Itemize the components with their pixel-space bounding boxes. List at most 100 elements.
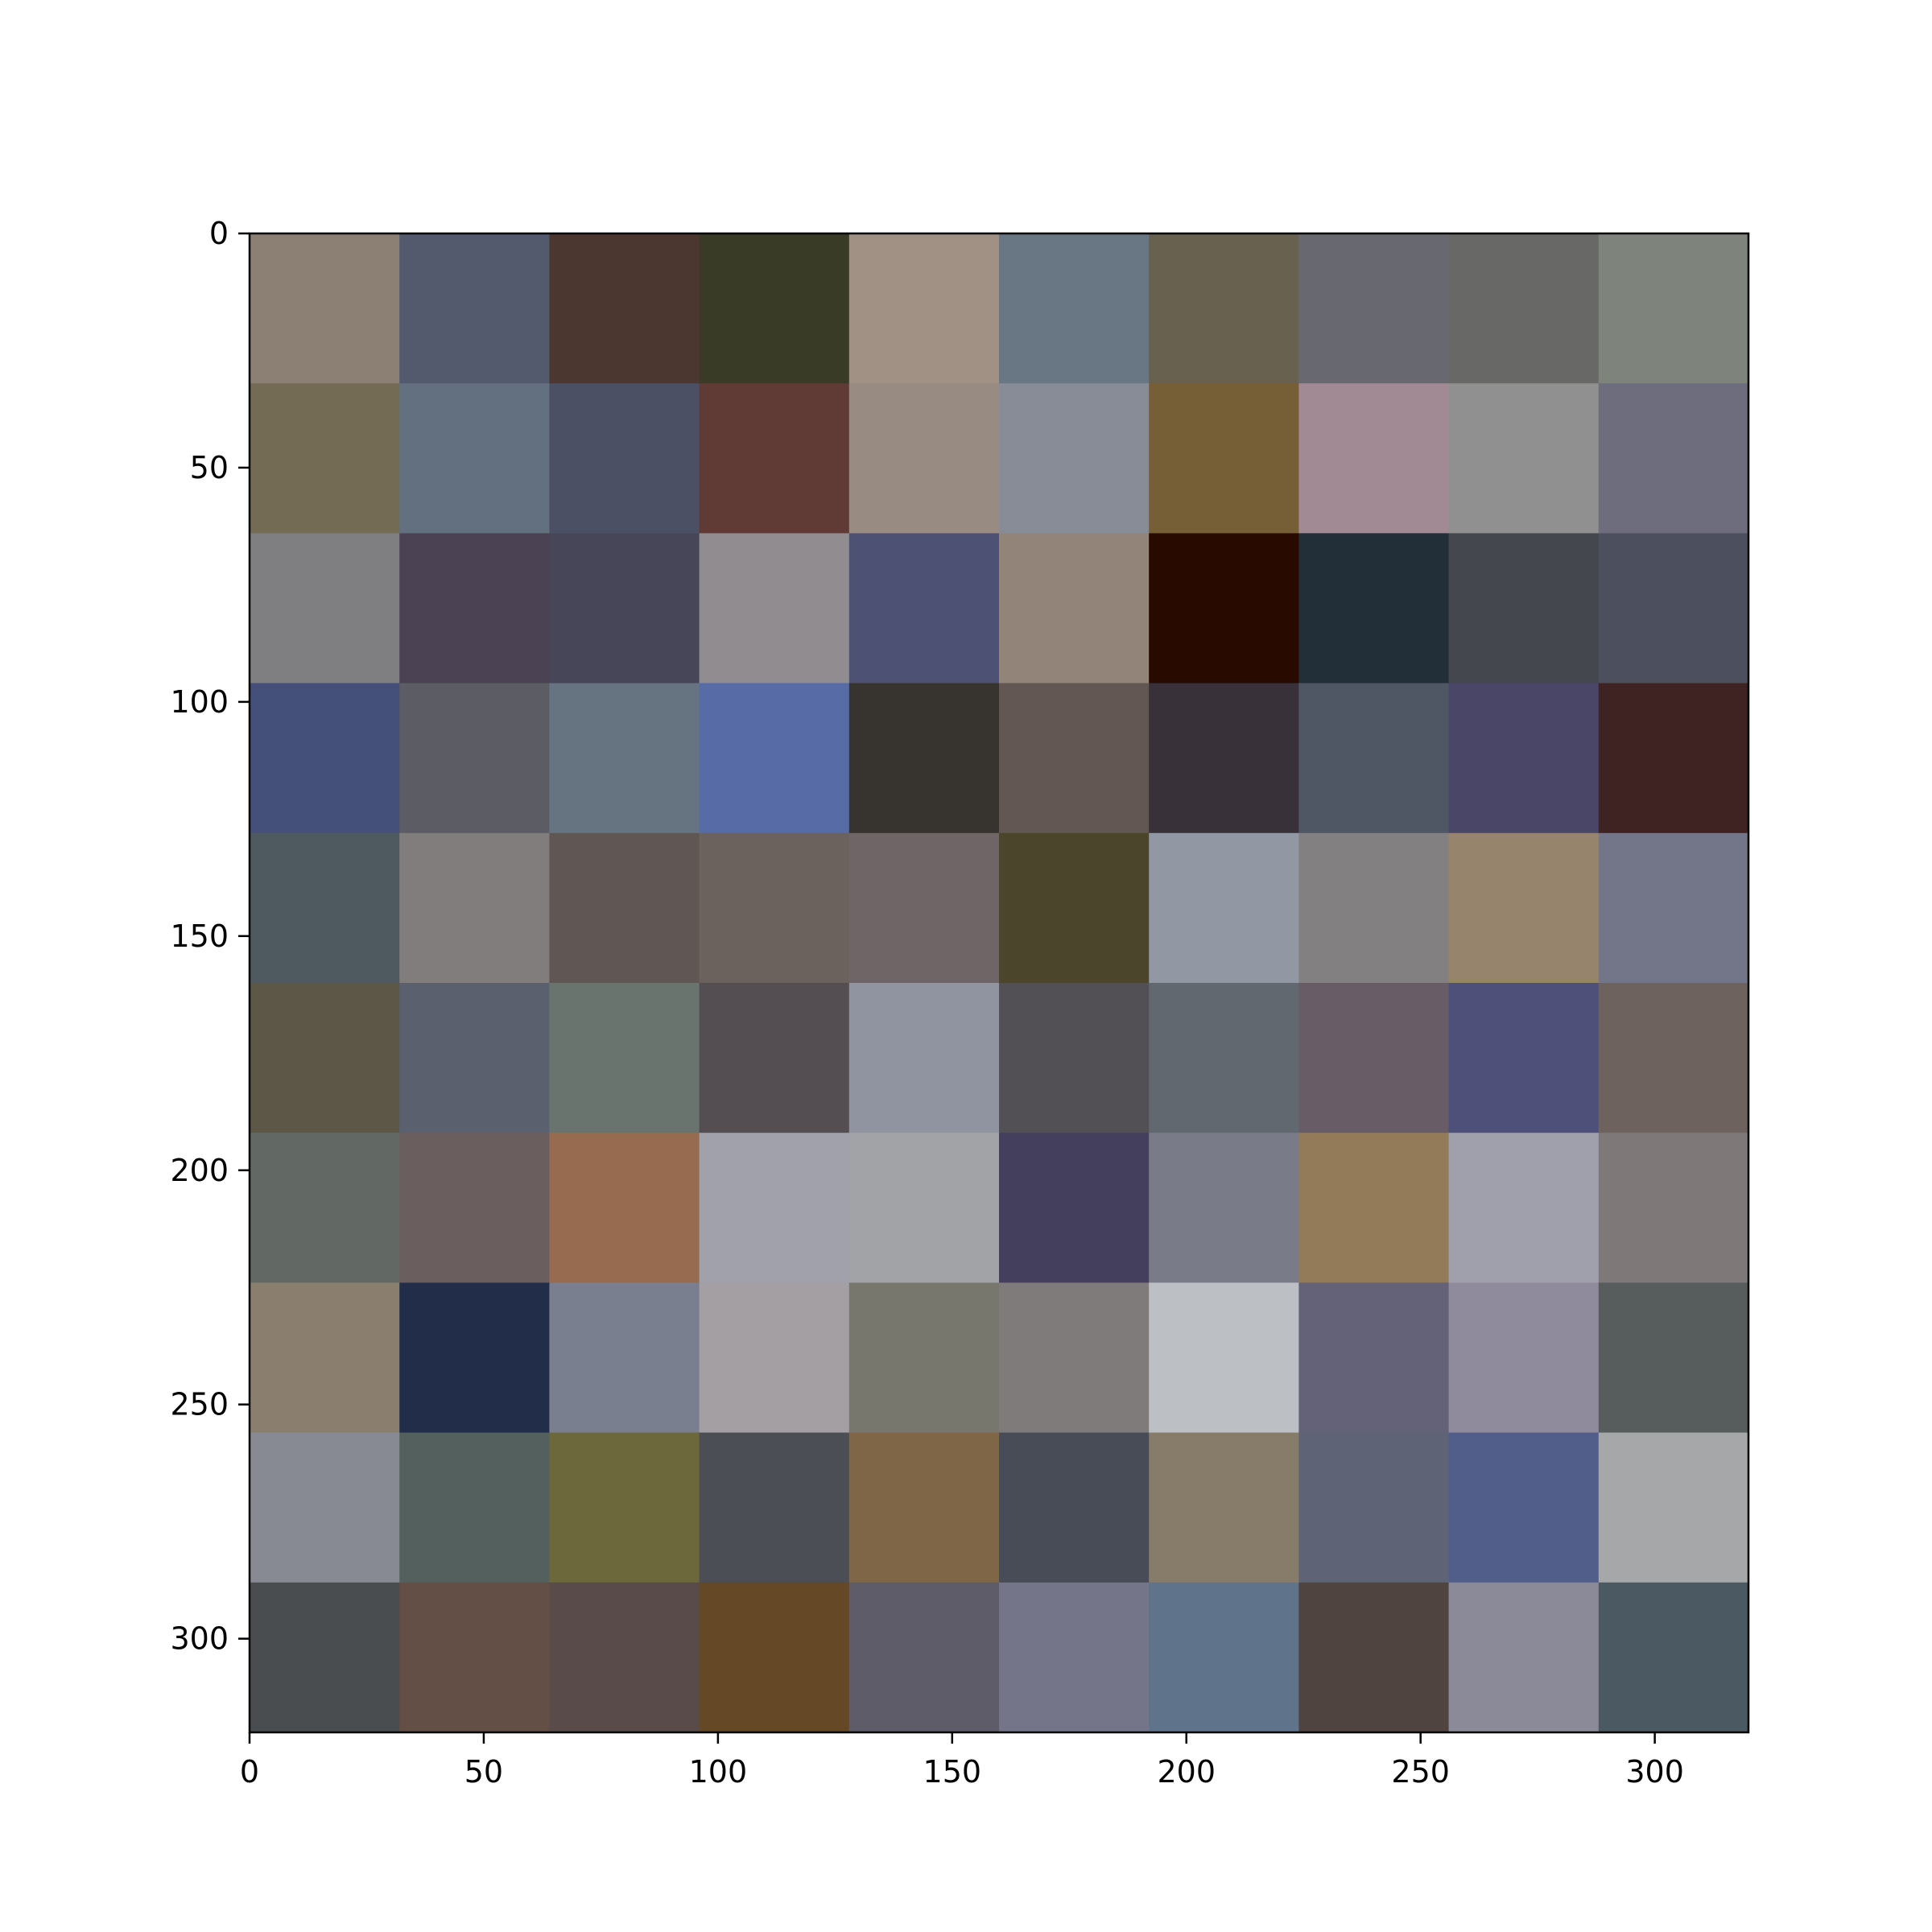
heatmap-cell-r8-c9: [1598, 1432, 1749, 1583]
heatmap-cell-r1-c8: [1448, 383, 1600, 534]
heatmap-cell-r0-c9: [1598, 233, 1749, 384]
heatmap-cell-r4-c9: [1598, 832, 1749, 984]
heatmap-cell-r3-c7: [1298, 683, 1450, 834]
heatmap-cell-r4-c8: [1448, 832, 1600, 984]
heatmap-cell-r2-c5: [999, 533, 1150, 684]
heatmap-cell-r9-c5: [999, 1582, 1150, 1733]
heatmap-cell-r6-c8: [1448, 1133, 1600, 1283]
x-tick-label: 300: [1625, 1754, 1684, 1790]
heatmap-cell-r7-c5: [999, 1282, 1150, 1434]
heatmap-cell-r3-c1: [399, 683, 550, 834]
heatmap-cell-r3-c0: [250, 683, 400, 834]
heatmap-cell-r5-c2: [549, 983, 700, 1133]
heatmap-cell-r4-c0: [250, 832, 400, 984]
heatmap-cell-r3-c9: [1598, 683, 1749, 834]
heatmap-cell-r6-c2: [549, 1133, 700, 1283]
heatmap-cell-r9-c6: [1149, 1582, 1299, 1733]
heatmap-cell-r5-c0: [250, 983, 400, 1133]
heatmap-cell-r8-c0: [250, 1432, 400, 1583]
heatmap-cell-r5-c4: [848, 983, 1000, 1133]
heatmap-cell-r6-c1: [399, 1133, 550, 1283]
heatmap-cell-r8-c7: [1298, 1432, 1450, 1583]
heatmap-cell-r0-c1: [399, 233, 550, 384]
heatmap-cells: [250, 233, 1749, 1733]
heatmap-cell-r8-c8: [1448, 1432, 1600, 1583]
heatmap-cell-r2-c6: [1149, 533, 1299, 684]
heatmap-cell-r4-c6: [1149, 832, 1299, 984]
heatmap-cell-r3-c8: [1448, 683, 1600, 834]
heatmap-cell-r7-c2: [549, 1282, 700, 1434]
heatmap-cell-r7-c1: [399, 1282, 550, 1434]
y-tick-label: 200: [170, 1153, 229, 1188]
heatmap-cell-r0-c6: [1149, 233, 1299, 384]
heatmap-cell-r0-c3: [699, 233, 850, 384]
heatmap-cell-r9-c0: [250, 1582, 400, 1733]
heatmap-cell-r1-c9: [1598, 383, 1749, 534]
heatmap-cell-r1-c1: [399, 383, 550, 534]
heatmap-cell-r6-c9: [1598, 1133, 1749, 1283]
heatmap-cell-r4-c5: [999, 832, 1150, 984]
heatmap-cell-r1-c5: [999, 383, 1150, 534]
heatmap-cell-r9-c1: [399, 1582, 550, 1733]
heatmap-cell-r0-c2: [549, 233, 700, 384]
y-tick-label: 300: [170, 1621, 229, 1657]
heatmap-cell-r3-c5: [999, 683, 1150, 834]
heatmap-cell-r6-c4: [848, 1133, 1000, 1283]
heatmap-cell-r1-c0: [250, 383, 400, 534]
heatmap-cell-r2-c0: [250, 533, 400, 684]
heatmap-cell-r3-c3: [699, 683, 850, 834]
heatmap-cell-r4-c7: [1298, 832, 1450, 984]
y-axis: 0 50 100 150 200 250 300: [170, 216, 250, 1657]
heatmap-cell-r2-c4: [848, 533, 1000, 684]
y-tick-label: 50: [190, 450, 229, 485]
heatmap-cell-r1-c2: [549, 383, 700, 534]
x-axis: 0 50 100 150 200 250 300: [240, 1732, 1684, 1790]
x-tick-label: 0: [240, 1754, 259, 1790]
heatmap-cell-r7-c3: [699, 1282, 850, 1434]
heatmap-cell-r1-c4: [848, 383, 1000, 534]
heatmap-cell-r1-c7: [1298, 383, 1450, 534]
heatmap-cell-r2-c3: [699, 533, 850, 684]
heatmap-cell-r8-c1: [399, 1432, 550, 1583]
heatmap-cell-r8-c4: [848, 1432, 1000, 1583]
x-tick-label: 150: [923, 1754, 982, 1790]
heatmap-cell-r2-c8: [1448, 533, 1600, 684]
heatmap-cell-r5-c1: [399, 983, 550, 1133]
y-tick-label: 0: [209, 216, 229, 251]
heatmap-cell-r7-c4: [848, 1282, 1000, 1434]
heatmap-cell-r5-c9: [1598, 983, 1749, 1133]
heatmap-cell-r8-c5: [999, 1432, 1150, 1583]
heatmap-cell-r4-c4: [848, 832, 1000, 984]
heatmap-cell-r2-c9: [1598, 533, 1749, 684]
heatmap-cell-r8-c6: [1149, 1432, 1299, 1583]
heatmap-cell-r5-c8: [1448, 983, 1600, 1133]
plot-frame: [248, 232, 1750, 1734]
x-tick-label: 50: [464, 1754, 503, 1790]
heatmap-cell-r8-c3: [699, 1432, 850, 1583]
heatmap-cell-r0-c8: [1448, 233, 1600, 384]
heatmap-cell-r4-c2: [549, 832, 700, 984]
heatmap-cell-r5-c7: [1298, 983, 1450, 1133]
heatmap-cell-r4-c3: [699, 832, 850, 984]
heatmap-cell-r7-c6: [1149, 1282, 1299, 1434]
heatmap-cell-r5-c3: [699, 983, 850, 1133]
heatmap-cell-r3-c4: [848, 683, 1000, 834]
heatmap-cell-r6-c0: [250, 1133, 400, 1283]
heatmap-cell-r9-c9: [1598, 1582, 1749, 1733]
heatmap-cell-r9-c4: [848, 1582, 1000, 1733]
heatmap-cell-r0-c0: [250, 233, 400, 384]
y-tick-label: 150: [170, 919, 229, 954]
heatmap-cell-r9-c7: [1298, 1582, 1450, 1733]
heatmap-cell-r6-c7: [1298, 1133, 1450, 1283]
heatmap-cell-r7-c8: [1448, 1282, 1600, 1434]
heatmap-cell-r8-c2: [549, 1432, 700, 1583]
heatmap-cell-r1-c3: [699, 383, 850, 534]
heatmap-cell-r6-c6: [1149, 1133, 1299, 1283]
heatmap-cell-r6-c5: [999, 1133, 1150, 1283]
heatmap-cell-r2-c7: [1298, 533, 1450, 684]
y-tick-label: 100: [170, 684, 229, 720]
heatmap-cell-r9-c8: [1448, 1582, 1600, 1733]
x-tick-label: 200: [1157, 1754, 1216, 1790]
heatmap-cell-r0-c4: [848, 233, 1000, 384]
